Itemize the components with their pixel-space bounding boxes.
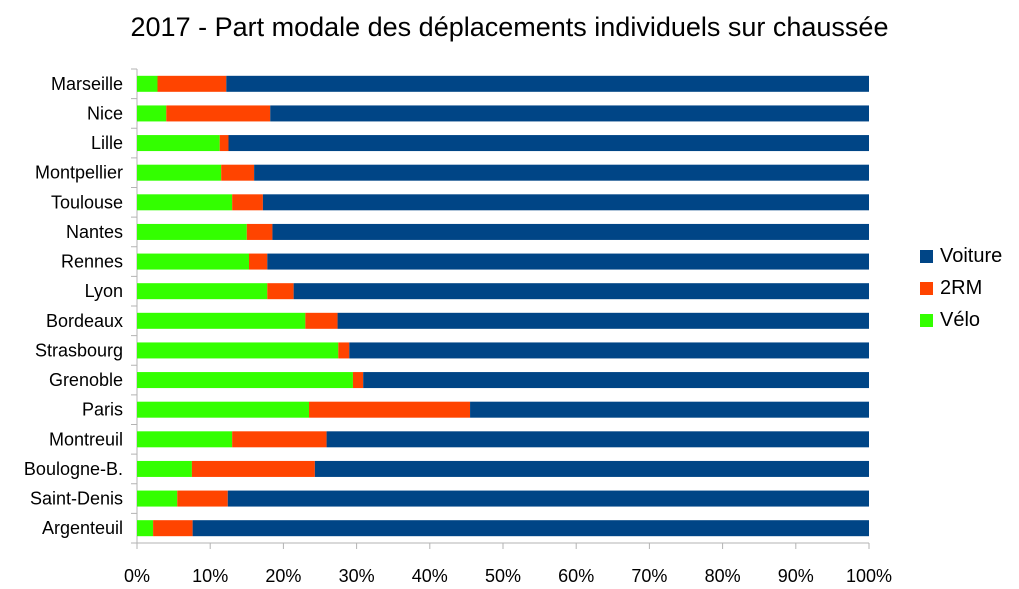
y-tick-label: Bordeaux xyxy=(46,311,123,331)
bar-voiture xyxy=(227,490,869,507)
bar-voiture xyxy=(349,342,869,359)
bar-velo xyxy=(137,135,220,152)
bar-2rm xyxy=(232,431,327,448)
bar-velo xyxy=(137,194,233,211)
x-tick-label: 0% xyxy=(124,566,150,586)
y-tick-label: Marseille xyxy=(51,74,123,94)
bar-2rm xyxy=(191,460,315,477)
bar-2rm xyxy=(246,223,273,240)
bar-velo xyxy=(137,312,306,329)
bar-2rm xyxy=(338,342,350,359)
legend-label-voiture: Voiture xyxy=(940,244,1003,267)
legend-swatch-voiture xyxy=(920,249,933,263)
y-tick-label: Argenteuil xyxy=(42,518,123,538)
bar-voiture xyxy=(314,460,870,477)
bar-2rm xyxy=(232,194,263,211)
bar-velo xyxy=(137,253,249,270)
bar-velo xyxy=(137,372,353,389)
y-tick-label: Paris xyxy=(82,400,123,420)
x-tick-label: 40% xyxy=(412,566,448,586)
bar-2rm xyxy=(219,135,229,152)
y-tick-label: Strasbourg xyxy=(35,340,123,360)
bar-velo xyxy=(137,520,154,537)
bar-2rm xyxy=(153,520,193,537)
bar-voiture xyxy=(363,372,869,389)
bar-2rm xyxy=(177,490,228,507)
legend-label-velo: Vélo xyxy=(940,308,981,331)
bar-voiture xyxy=(192,520,869,537)
bar-voiture xyxy=(337,312,869,329)
bar-2rm xyxy=(248,253,268,270)
bar-velo xyxy=(137,283,268,300)
bar-voiture xyxy=(267,253,869,270)
bar-velo xyxy=(137,342,339,359)
bar-2rm xyxy=(309,401,471,418)
y-tick-label: Montpellier xyxy=(35,163,123,183)
bar-2rm xyxy=(305,312,338,329)
legend-swatch-velo xyxy=(920,313,933,327)
y-tick-label: Rennes xyxy=(61,252,123,272)
bar-velo xyxy=(137,460,192,477)
bar-voiture xyxy=(293,283,869,300)
bar-voiture xyxy=(226,75,869,92)
y-tick-label: Toulouse xyxy=(51,192,123,212)
legend-label-2rm: 2RM xyxy=(940,276,983,299)
legend-swatch-2rm xyxy=(920,281,933,295)
bar-voiture xyxy=(254,164,869,181)
bar-voiture xyxy=(272,223,869,240)
bar-2rm xyxy=(166,105,271,122)
x-tick-label: 60% xyxy=(558,566,594,586)
y-tick-label: Boulogne-B. xyxy=(24,459,123,479)
x-tick-label: 20% xyxy=(265,566,301,586)
legend-item-2rm: 2RM xyxy=(920,272,1002,304)
y-tick-label: Montreuil xyxy=(49,429,123,449)
x-tick-label: 90% xyxy=(778,566,814,586)
bar-velo xyxy=(137,401,310,418)
bar-velo xyxy=(137,431,233,448)
bar-velo xyxy=(137,490,178,507)
x-tick-label: 80% xyxy=(705,566,741,586)
x-tick-label: 100% xyxy=(846,566,892,586)
bar-velo xyxy=(137,223,247,240)
chart-title: 2017 - Part modale des déplacements indi… xyxy=(130,12,889,42)
y-tick-label: Saint-Denis xyxy=(30,489,123,509)
y-tick-label: Nantes xyxy=(66,222,123,242)
bar-voiture xyxy=(262,194,869,211)
x-tick-label: 10% xyxy=(192,566,228,586)
bar-velo xyxy=(137,105,167,122)
legend-item-velo: Vélo xyxy=(920,304,1002,336)
bar-voiture xyxy=(270,105,869,122)
bar-velo xyxy=(137,75,158,92)
x-tick-label: 50% xyxy=(485,566,521,586)
bar-2rm xyxy=(157,75,227,92)
bar-2rm xyxy=(221,164,255,181)
y-tick-label: Lille xyxy=(91,133,123,153)
y-tick-label: Nice xyxy=(87,103,123,123)
x-tick-label: 30% xyxy=(339,566,375,586)
bar-voiture xyxy=(470,401,869,418)
y-tick-label: Grenoble xyxy=(49,370,123,390)
x-tick-label: 70% xyxy=(631,566,667,586)
legend: Voiture 2RM Vélo xyxy=(920,240,1002,336)
bar-velo xyxy=(137,164,222,181)
legend-item-voiture: Voiture xyxy=(920,240,1002,272)
y-tick-label: Lyon xyxy=(85,281,123,301)
bar-2rm xyxy=(267,283,294,300)
bar-2rm xyxy=(352,372,364,389)
bar-voiture xyxy=(228,135,869,152)
bar-voiture xyxy=(326,431,869,448)
